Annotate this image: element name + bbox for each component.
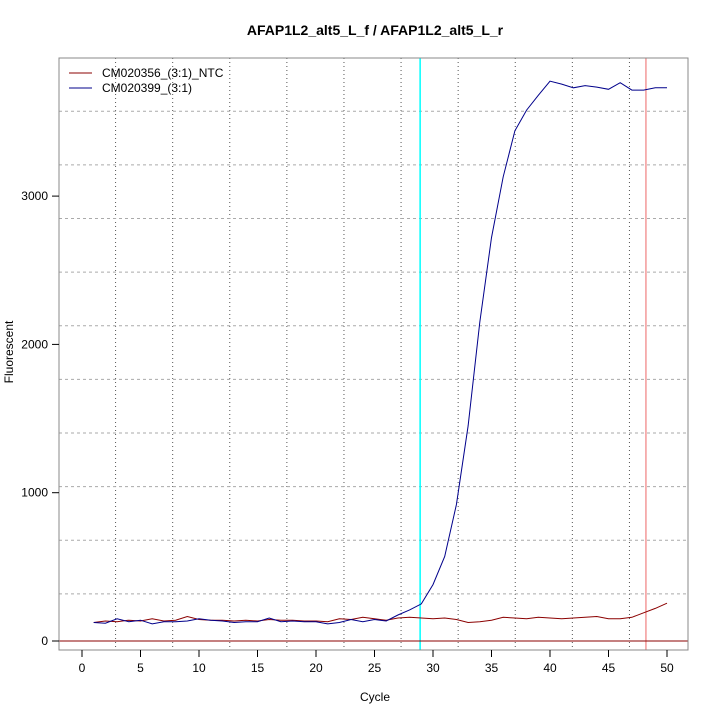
x-tick-label: 35 (485, 661, 499, 675)
series-line-sample (93, 80, 667, 625)
x-tick-label: 20 (309, 661, 323, 675)
plot-frame (58, 57, 689, 651)
y-axis-label: Fluorescent (2, 320, 16, 383)
y-tick-label: 1000 (21, 486, 48, 500)
x-tick-label: 15 (251, 661, 265, 675)
axes: 0 5 10 15 20 25 30 35 40 45 50 0 1000 2000 3000 (21, 189, 674, 675)
legend-label-sample: CM020399_(3:1) (102, 81, 192, 95)
series-lines (93, 80, 668, 625)
x-tick-label: 5 (137, 661, 144, 675)
x-tick-label: 50 (660, 661, 674, 675)
x-tick-label: 10 (192, 661, 206, 675)
x-axis-label: Cycle (360, 690, 390, 704)
y-tick-label: 2000 (21, 337, 48, 351)
chart-title: AFAP1L2_alt5_L_f / AFAP1L2_alt5_L_r (247, 22, 504, 38)
series-line-ntc (93, 602, 668, 624)
y-tick-label: 3000 (21, 189, 48, 203)
y-tick-label: 0 (41, 634, 48, 648)
legend: CM020356_(3:1)_NTC CM020399_(3:1) (69, 66, 224, 95)
x-tick-label: 40 (543, 661, 557, 675)
x-tick-label: 45 (602, 661, 616, 675)
x-tick-label: 25 (368, 661, 382, 675)
grid (59, 58, 688, 650)
x-tick-label: 0 (79, 661, 86, 675)
x-tick-label: 30 (426, 661, 440, 675)
legend-label-ntc: CM020356_(3:1)_NTC (102, 66, 224, 80)
